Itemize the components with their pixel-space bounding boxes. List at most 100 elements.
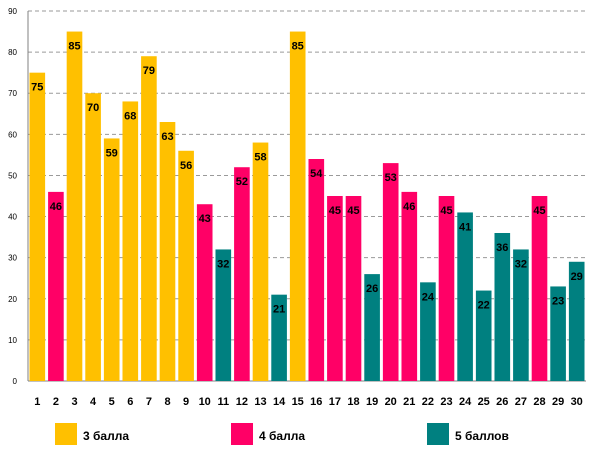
data-label-16: 54 bbox=[310, 168, 323, 180]
x-tick-label-6: 6 bbox=[127, 396, 133, 408]
data-label-20: 53 bbox=[385, 172, 397, 184]
bar-4 bbox=[85, 93, 101, 381]
bar-28 bbox=[531, 196, 548, 381]
y-tick-label: 10 bbox=[8, 336, 17, 345]
bar-26 bbox=[494, 233, 511, 381]
x-tick-label-19: 19 bbox=[366, 396, 378, 408]
bar-10 bbox=[196, 204, 213, 381]
x-axis-ticks: 1 2 3 4 5 6 7 8 9 10 11 12 13 14 15 16 17 18 19 20 21 22 23 24 2… bbox=[34, 396, 583, 408]
x-tick-label-3: 3 bbox=[71, 396, 77, 408]
data-label-13: 58 bbox=[254, 152, 266, 164]
bar-24 bbox=[457, 212, 473, 381]
x-tick-label-21: 21 bbox=[403, 396, 415, 408]
y-tick-label: 90 bbox=[8, 7, 17, 16]
data-label-9: 56 bbox=[180, 160, 192, 172]
bar-12 bbox=[234, 167, 250, 381]
data-label-11: 32 bbox=[217, 258, 229, 270]
x-tick-label-10: 10 bbox=[199, 396, 211, 408]
y-tick-label: 0 bbox=[13, 377, 18, 386]
bar-23 bbox=[438, 196, 455, 381]
bar-25 bbox=[475, 290, 492, 381]
x-tick-label-12: 12 bbox=[236, 396, 248, 408]
x-tick-label-28: 28 bbox=[533, 396, 545, 408]
x-tick-label-22: 22 bbox=[422, 396, 434, 408]
x-tick-label-16: 16 bbox=[310, 396, 322, 408]
y-axis-ticks: 0 10 20 30 40 50 60 70 80 90 bbox=[8, 7, 17, 386]
y-tick-label: 60 bbox=[8, 130, 17, 139]
x-tick-label-15: 15 bbox=[292, 396, 304, 408]
data-label-28: 45 bbox=[533, 205, 545, 217]
data-label-3: 85 bbox=[68, 41, 80, 53]
bar-11 bbox=[215, 249, 232, 381]
bar-5 bbox=[103, 138, 120, 381]
bar-6 bbox=[122, 101, 139, 381]
data-label-10: 43 bbox=[199, 213, 211, 225]
legend: 3 балла 4 балла 5 баллов bbox=[55, 423, 509, 445]
data-label-21: 46 bbox=[403, 201, 415, 213]
data-label-2: 46 bbox=[50, 201, 62, 213]
y-tick-label: 70 bbox=[8, 89, 17, 98]
x-tick-label-8: 8 bbox=[164, 396, 170, 408]
data-label-12: 52 bbox=[236, 176, 248, 188]
x-tick-label-20: 20 bbox=[385, 396, 397, 408]
bar-30 bbox=[568, 261, 585, 381]
bar-7 bbox=[141, 56, 157, 381]
data-label-22: 24 bbox=[422, 291, 435, 303]
data-label-17: 45 bbox=[329, 205, 341, 217]
grid-layer bbox=[27, 10, 586, 382]
bars bbox=[29, 31, 585, 382]
legend-swatch-4 bbox=[231, 423, 253, 445]
x-tick-label-5: 5 bbox=[109, 396, 115, 408]
data-label-27: 32 bbox=[515, 258, 527, 270]
bar-17 bbox=[327, 196, 343, 381]
x-tick-label-29: 29 bbox=[552, 396, 564, 408]
x-tick-label-9: 9 bbox=[183, 396, 189, 408]
bar-20 bbox=[382, 163, 399, 381]
x-tick-label-18: 18 bbox=[347, 396, 359, 408]
bar-9 bbox=[178, 150, 194, 381]
x-tick-label-30: 30 bbox=[571, 396, 583, 408]
x-tick-label-17: 17 bbox=[329, 396, 341, 408]
data-label-6: 68 bbox=[124, 110, 136, 122]
bar-22 bbox=[420, 282, 436, 381]
data-labels: 75 46 85 70 59 68 79 63 56 43 32 52 58 21 85 54 45 45 26 53… bbox=[31, 41, 583, 316]
bar-29 bbox=[550, 286, 566, 381]
data-label-5: 59 bbox=[106, 147, 118, 159]
bar-14 bbox=[271, 294, 287, 381]
bar-21 bbox=[401, 191, 418, 381]
legend-swatch-5 bbox=[427, 423, 449, 445]
data-label-24: 41 bbox=[459, 221, 471, 233]
data-label-25: 22 bbox=[478, 300, 490, 312]
legend-label-3: 3 балла bbox=[83, 429, 129, 443]
legend-label-5: 5 баллов bbox=[455, 429, 509, 443]
bar-16 bbox=[308, 159, 325, 381]
x-tick-label-11: 11 bbox=[217, 396, 229, 408]
bar-2 bbox=[48, 191, 64, 381]
data-label-26: 36 bbox=[496, 242, 508, 254]
bar-27 bbox=[513, 249, 529, 381]
y-tick-label: 30 bbox=[8, 254, 17, 263]
data-label-29: 23 bbox=[552, 295, 564, 307]
x-tick-label-4: 4 bbox=[90, 396, 97, 408]
x-tick-label-26: 26 bbox=[496, 396, 508, 408]
bar-15 bbox=[289, 31, 306, 382]
x-tick-label-13: 13 bbox=[254, 396, 266, 408]
x-tick-label-14: 14 bbox=[273, 396, 286, 408]
bar-18 bbox=[345, 196, 362, 381]
data-label-8: 63 bbox=[161, 131, 173, 143]
x-tick-label-23: 23 bbox=[440, 396, 452, 408]
y-tick-label: 50 bbox=[8, 171, 17, 180]
data-label-18: 45 bbox=[347, 205, 359, 217]
x-tick-label-25: 25 bbox=[478, 396, 490, 408]
x-tick-label-24: 24 bbox=[459, 396, 472, 408]
data-label-4: 70 bbox=[87, 102, 99, 114]
data-label-1: 75 bbox=[31, 82, 43, 94]
y-tick-label: 20 bbox=[8, 295, 17, 304]
data-label-7: 79 bbox=[143, 65, 155, 77]
data-label-23: 45 bbox=[440, 205, 452, 217]
data-label-14: 21 bbox=[273, 304, 285, 316]
data-label-15: 85 bbox=[292, 41, 304, 53]
data-label-19: 26 bbox=[366, 283, 378, 295]
